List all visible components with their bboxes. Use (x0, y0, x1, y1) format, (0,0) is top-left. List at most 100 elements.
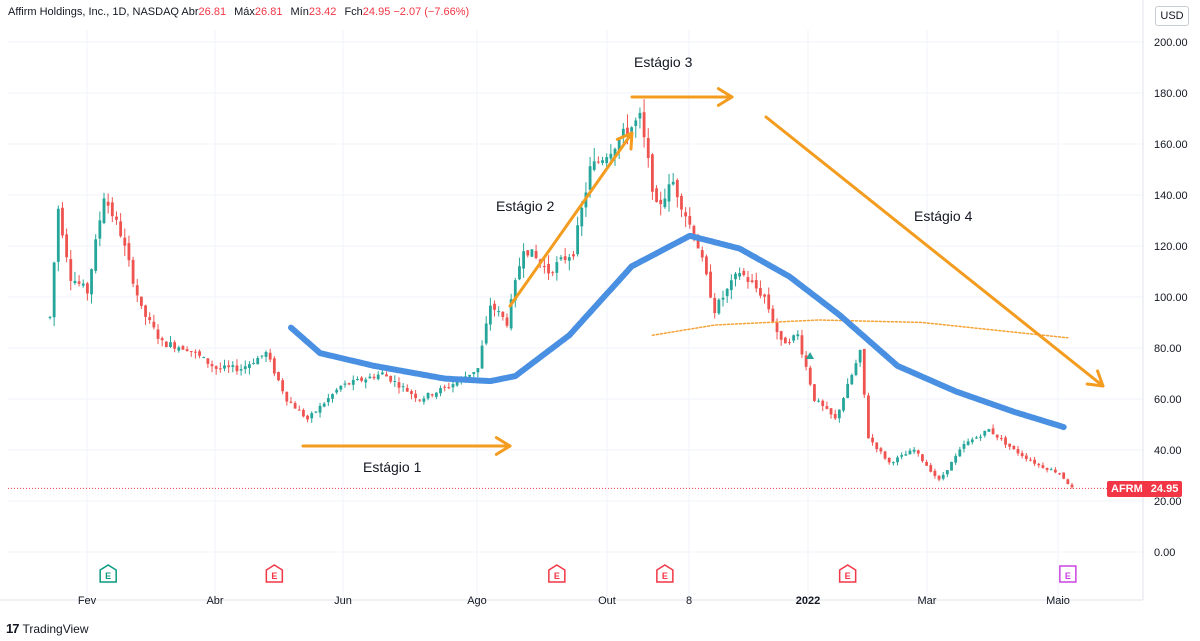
stage-3-label: Estágio 3 (634, 54, 693, 70)
candle-body (148, 317, 152, 321)
candle-body (173, 342, 177, 349)
candle-body (364, 379, 368, 383)
candle-body (580, 207, 584, 227)
candle-body (846, 383, 850, 399)
candle-body (746, 277, 750, 282)
candle-body (900, 455, 904, 457)
candle-body (954, 455, 958, 463)
candle-body (775, 321, 779, 333)
stage-2-label: Estágio 2 (496, 198, 555, 214)
candle-body (272, 358, 276, 374)
time-tick-label: Maio (1046, 595, 1070, 607)
candle-body (821, 400, 825, 407)
candle-body (501, 311, 505, 317)
time-tick-label: Ago (467, 595, 487, 607)
candle-body (696, 240, 700, 249)
candle-body (763, 294, 766, 297)
candle-body (833, 413, 837, 419)
candle-body (684, 212, 688, 217)
stage-2-arrow (508, 131, 634, 308)
candle-body (542, 266, 546, 268)
candle-body (115, 216, 118, 220)
candle-body (252, 363, 255, 365)
candle-body (883, 451, 887, 459)
earnings-marker-label: E (271, 571, 277, 581)
candle-body (430, 394, 434, 396)
chart-grid (8, 30, 1143, 600)
candle-body (962, 444, 966, 449)
stage-4-arrow-head (1085, 369, 1105, 388)
candle-body (887, 457, 891, 463)
candle-body (198, 351, 201, 356)
moving-average-fast (288, 232, 1067, 431)
candle-body (218, 368, 222, 370)
time-axis: Fev Abr Jun Ago Out 8 2022 Mar Maio (78, 595, 1070, 607)
price-tick-label: 180.00 (1154, 88, 1188, 100)
candle-body (264, 352, 268, 357)
candle-body (194, 351, 197, 353)
candle-body (950, 461, 953, 471)
brand-name: TradingView (22, 621, 89, 636)
candle-body (206, 358, 210, 364)
candle-body (177, 347, 181, 351)
candle-body (65, 234, 69, 258)
earnings-marker-icon (838, 564, 857, 583)
currency-button[interactable]: USD (1155, 6, 1189, 26)
candle-body (260, 355, 264, 357)
high-label: Máx (234, 6, 255, 18)
candle-body (368, 376, 372, 379)
candle-body (214, 366, 218, 369)
candle-body (1053, 469, 1057, 473)
candle-body (750, 280, 754, 283)
candle-body (588, 166, 592, 190)
earnings-marker-icon (99, 564, 117, 583)
candle-body (921, 454, 924, 462)
candle-body (945, 470, 949, 475)
candle-body (135, 285, 139, 296)
candle-body (505, 317, 509, 326)
price-tick-label: 80.00 (1154, 343, 1182, 355)
candle-body (289, 401, 293, 403)
candle-body (904, 454, 908, 456)
candle-body (999, 438, 1003, 440)
candle-body (837, 409, 841, 419)
candle-body (119, 221, 123, 237)
candle-body (1033, 459, 1037, 464)
candle-body (131, 259, 135, 284)
candle-body (916, 450, 920, 454)
candle-body (347, 383, 351, 385)
candle-body (613, 148, 617, 158)
candle-body (759, 288, 762, 296)
candle-body (1029, 459, 1032, 461)
candle-body (779, 331, 783, 340)
candle-body (202, 357, 206, 359)
stage-1-label: Estágio 1 (363, 459, 422, 475)
candle-body (621, 128, 625, 137)
candle-body (401, 386, 405, 388)
low-value: 23.42 (308, 6, 337, 18)
earnings-marker-label: E (1065, 571, 1071, 581)
price-tick-label: 60.00 (1154, 394, 1182, 406)
candle-body (734, 273, 737, 280)
candle-body (596, 161, 600, 163)
candle-body (634, 120, 638, 127)
price-axis: 200.00 180.00 160.00 140.00 120.00 100.00 80.0… (0, 0, 1188, 601)
candle-body (256, 358, 260, 365)
time-tick-label: Out (598, 595, 616, 607)
candle-body (268, 352, 272, 360)
candle-body (484, 323, 488, 344)
candle-body (164, 341, 168, 348)
candle-body (576, 225, 580, 255)
candle-body (717, 299, 721, 314)
candle-body (605, 157, 609, 164)
time-tick-label: 2022 (796, 595, 820, 607)
tradingview-brand[interactable]: 17 TradingView (6, 621, 89, 636)
earnings-marker-label: E (845, 571, 851, 581)
candle-body (896, 457, 899, 463)
candle-body (925, 461, 928, 466)
candle-body (875, 442, 879, 450)
candle-body (1020, 453, 1024, 456)
candle-body (393, 380, 397, 382)
